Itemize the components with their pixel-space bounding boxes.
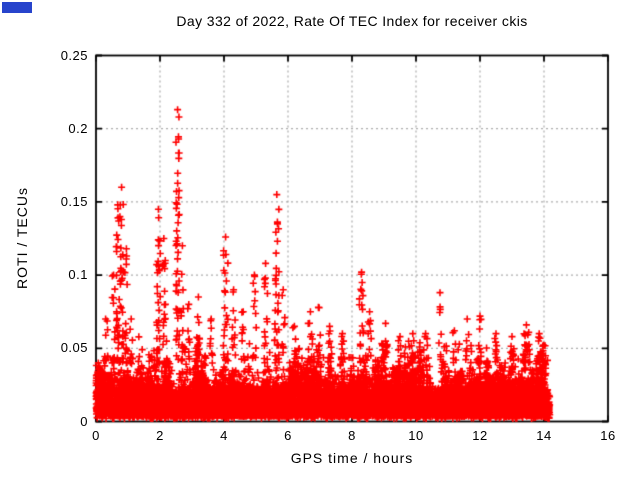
corner-marker <box>2 2 32 13</box>
y-axis-label: ROTI / TECUs <box>14 187 30 289</box>
x-tick-label: 12 <box>472 428 488 443</box>
x-tick-label: 2 <box>156 428 164 443</box>
y-tick-label: 0.05 <box>60 340 88 356</box>
x-tick-label: 6 <box>284 428 292 443</box>
y-tick-label: 0.15 <box>60 193 88 209</box>
x-axis-label: GPS time / hours <box>290 450 414 466</box>
x-tick-label: 10 <box>408 428 424 443</box>
x-tick-label: 4 <box>220 428 228 443</box>
chart-title: Day 332 of 2022, Rate Of TEC Index for r… <box>176 13 528 29</box>
x-tick-label: 14 <box>536 428 552 443</box>
y-tick-label: 0.1 <box>68 267 88 283</box>
y-tick-label: 0.2 <box>68 120 88 136</box>
y-tick-label: 0 <box>80 413 88 429</box>
x-tick-label: 16 <box>600 428 616 443</box>
x-tick-label: 0 <box>92 428 100 443</box>
x-tick-label: 8 <box>348 428 356 443</box>
y-tick-label: 0.25 <box>60 47 88 63</box>
